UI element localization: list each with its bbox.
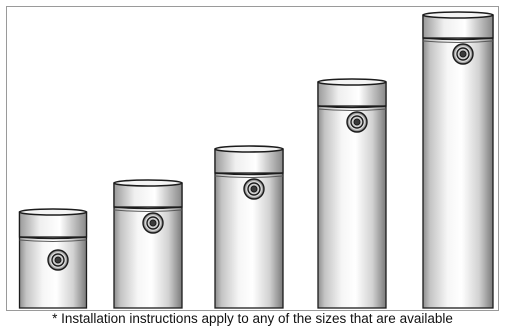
set-screw-socket <box>250 185 258 193</box>
standoff-3 <box>214 145 284 309</box>
set-screw-socket <box>353 118 361 126</box>
standoff-2 <box>113 179 183 309</box>
standoff-seam <box>19 239 87 242</box>
standoff-1 <box>18 208 88 309</box>
standoff-seam <box>113 209 183 212</box>
set-screw-socket <box>459 50 467 58</box>
standoff-seam <box>422 37 494 41</box>
standoff-top <box>422 11 494 19</box>
standoff-seam <box>113 206 183 210</box>
standoff-seam <box>19 236 87 240</box>
standoff-cap <box>317 81 387 107</box>
standoff-seam <box>214 172 284 176</box>
standoff-top <box>317 78 387 86</box>
figure-caption: * Installation instructions apply to any… <box>52 311 453 326</box>
set-screw-socket <box>149 219 157 227</box>
standoff-4 <box>317 78 387 309</box>
set-screw-socket <box>54 256 62 264</box>
standoff-top <box>113 179 183 187</box>
standoff-seam <box>422 40 494 43</box>
standoff-body <box>422 15 494 309</box>
standoff-seam <box>317 108 387 111</box>
standoff-5 <box>422 11 494 309</box>
standoff-seam <box>214 175 284 178</box>
standoff-top <box>18 208 88 216</box>
standoff-top <box>214 145 284 153</box>
standoff-cap <box>113 182 183 208</box>
standoff-seam <box>317 105 387 109</box>
